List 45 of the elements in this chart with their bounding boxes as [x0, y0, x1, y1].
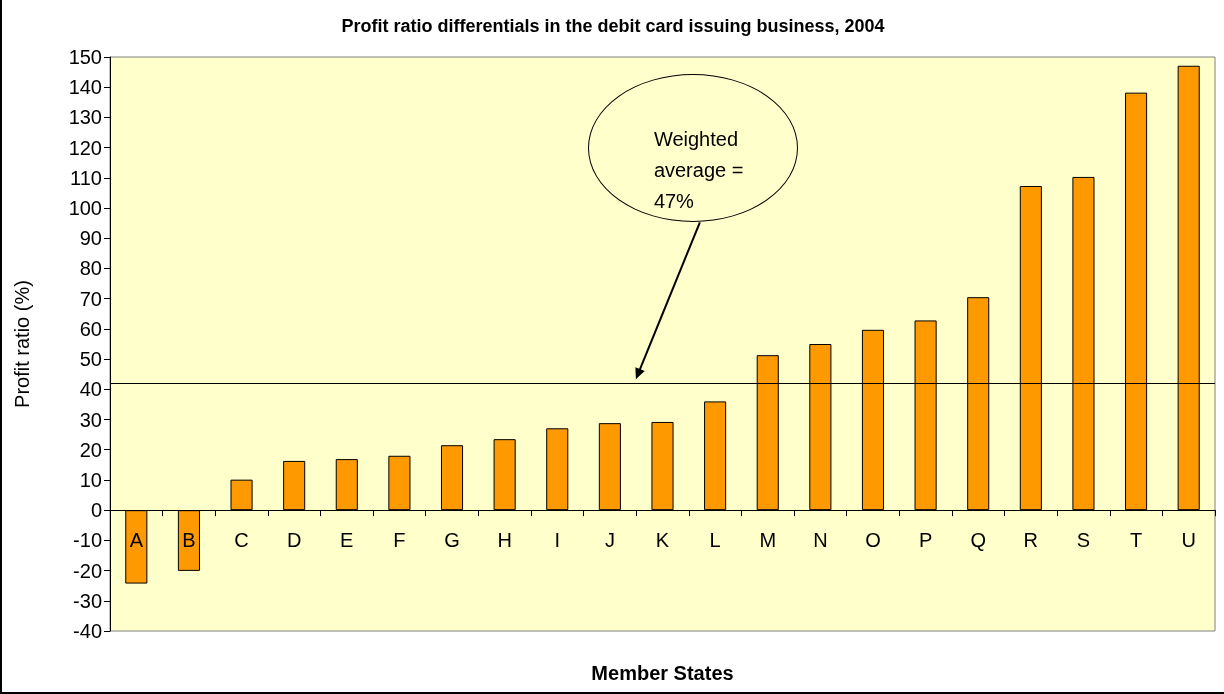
- x-tick-label: F: [393, 529, 406, 552]
- x-tick-label: N: [813, 529, 828, 552]
- y-tick-label: 90: [79, 227, 102, 250]
- y-tick-label: 50: [79, 348, 102, 371]
- x-tick-label: S: [1076, 529, 1091, 552]
- y-tick-label: 70: [79, 287, 102, 310]
- x-tick-label: G: [444, 529, 460, 552]
- y-tick-label: 150: [68, 46, 102, 68]
- y-tick-label: 40: [79, 378, 102, 401]
- x-tick-label: B: [182, 529, 196, 552]
- x-tick-label: R: [1023, 529, 1039, 552]
- x-tick-label: T: [1129, 529, 1143, 552]
- x-tick-label: H: [497, 529, 512, 552]
- x-axis-title: Member States: [591, 662, 734, 684]
- annotation: Weighted average = 47%: [653, 127, 745, 215]
- x-tick-label: A: [129, 529, 144, 552]
- y-tick-label: 110: [70, 166, 102, 189]
- x-tick-label: Q: [970, 529, 986, 552]
- x-tick-label: E: [340, 529, 354, 552]
- x-tick-label: D: [286, 529, 302, 552]
- chart-title: Profit ratio differentials in the debit card issuing business, 2004: [341, 16, 885, 36]
- x-tick-label: I: [554, 529, 561, 552]
- y-tick-label: -30: [73, 589, 102, 612]
- y-tick-label: 10: [79, 468, 102, 491]
- x-tick-label: U: [1181, 529, 1196, 552]
- y-tick-label: -10: [73, 529, 102, 552]
- x-tick-label: C: [234, 529, 249, 552]
- y-tick-label: -40: [73, 620, 102, 642]
- x-tick-label: P: [918, 529, 933, 552]
- x-tick-label: K: [655, 529, 670, 552]
- y-tick-label: 0: [90, 499, 102, 522]
- y-tick-label: 100: [68, 197, 102, 220]
- x-tick-label: M: [759, 529, 777, 552]
- y-axis-title: Profit ratio (%): [11, 280, 33, 408]
- y-tick-label: 80: [79, 257, 102, 280]
- y-tick-label: 120: [68, 136, 102, 159]
- y-tick-label: 130: [68, 106, 102, 129]
- y-tick-label: 30: [79, 408, 102, 431]
- y-tick-label: 60: [79, 317, 102, 340]
- x-tick-label: J: [604, 529, 615, 552]
- y-tick-label: 20: [79, 438, 102, 461]
- x-tick-label: O: [865, 529, 881, 552]
- y-tick-label: 140: [68, 76, 102, 99]
- y-tick-label: -20: [73, 559, 102, 582]
- x-tick-label: L: [709, 529, 721, 552]
